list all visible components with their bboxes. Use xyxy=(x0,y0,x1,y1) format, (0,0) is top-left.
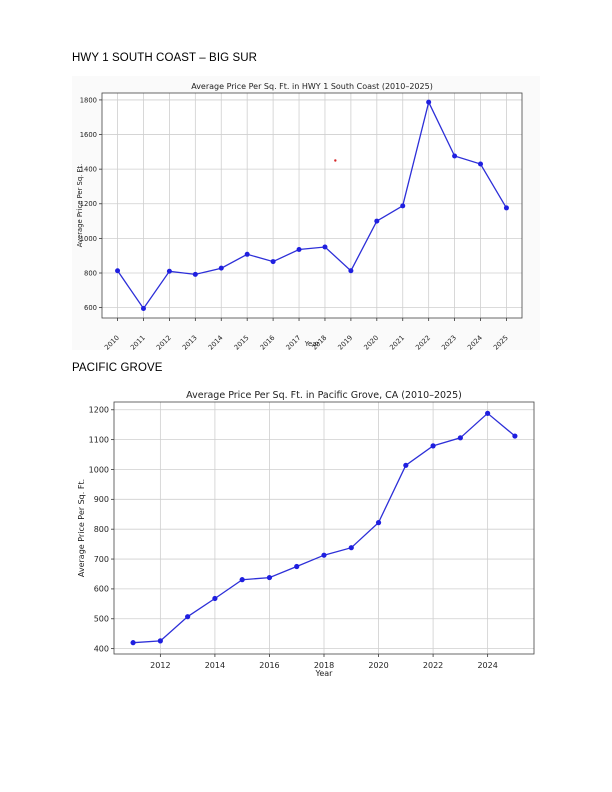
data-point xyxy=(426,99,432,105)
x-tick-label: 2025 xyxy=(492,334,510,350)
data-point xyxy=(140,305,146,311)
y-tick-label: 600 xyxy=(94,585,109,594)
plot-area xyxy=(102,93,522,318)
x-axis-label: Year xyxy=(304,340,320,348)
y-tick-label: 800 xyxy=(94,525,109,534)
chart-pacific-grove: 400 500 600 700 800 900 1000 1100 1200 2012 2014 20… xyxy=(77,390,535,678)
x-tick-label: 2012 xyxy=(150,661,170,670)
section-heading-pacific-grove: PACIFIC GROVE xyxy=(72,362,163,374)
y-tick-label: 1200 xyxy=(80,200,97,208)
x-tick-label: 2015 xyxy=(233,334,251,350)
data-point xyxy=(212,595,218,602)
data-point xyxy=(157,638,163,644)
x-tick-label: 2014 xyxy=(205,661,225,670)
data-point xyxy=(348,268,354,274)
y-axis-label: Average Price Per Sq. Ft. xyxy=(76,164,84,248)
data-point xyxy=(430,443,436,449)
data-point xyxy=(270,259,276,265)
x-tick-label: 2019 xyxy=(336,334,354,350)
data-point xyxy=(452,153,458,159)
y-tick-label: 1600 xyxy=(80,131,97,139)
y-tick-label: 600 xyxy=(84,304,97,312)
x-tick-label: 2013 xyxy=(181,334,199,350)
x-tick-label: 2010 xyxy=(103,334,121,350)
x-tick-label: 2022 xyxy=(423,661,443,670)
stray-marker xyxy=(334,159,337,162)
x-tick-label: 2016 xyxy=(259,334,277,350)
data-point xyxy=(166,268,172,274)
data-point xyxy=(503,205,509,211)
chart-big-sur-container: 600 800 1000 1200 1400 1600 1800 2010 2011 2012 20… xyxy=(72,76,540,352)
x-tick-label: 2024 xyxy=(477,661,497,670)
y-axis-label: Average Price Per Sq. Ft. xyxy=(77,479,86,577)
y-tick-label: 400 xyxy=(94,644,109,653)
data-point xyxy=(239,577,245,583)
data-point xyxy=(321,552,327,558)
data-point xyxy=(185,614,191,620)
data-point xyxy=(478,161,484,167)
data-point xyxy=(244,251,250,257)
data-point xyxy=(512,433,518,439)
plot-frame xyxy=(101,92,523,319)
data-point xyxy=(296,246,302,252)
plot-frame xyxy=(113,401,535,655)
y-tick-label: 1200 xyxy=(89,406,109,415)
x-tick-label: 2020 xyxy=(362,334,380,350)
y-tick-label: 1800 xyxy=(80,96,97,104)
y-tick-label: 700 xyxy=(94,555,109,564)
data-point xyxy=(130,640,136,646)
data-point xyxy=(374,218,380,224)
x-tick-label: 2018 xyxy=(314,661,334,670)
x-tick-label: 2017 xyxy=(285,334,303,350)
data-point xyxy=(322,244,328,250)
series-line xyxy=(117,100,507,310)
x-tick-label: 2011 xyxy=(129,334,147,350)
data-point xyxy=(457,435,463,441)
section-heading-big-sur: HWY 1 SOUTH COAST – BIG SUR xyxy=(72,52,258,64)
data-point xyxy=(403,462,409,468)
data-point xyxy=(115,268,121,274)
y-tick-label: 500 xyxy=(94,615,109,624)
chart-pacific-grove-container: 400 500 600 700 800 900 1000 1100 1200 2012 2014 20… xyxy=(72,384,540,682)
y-tick-label: 1000 xyxy=(89,465,109,474)
chart-big-sur: 600 800 1000 1200 1400 1600 1800 2010 2011 2012 20… xyxy=(76,82,523,352)
y-tick-label: 800 xyxy=(84,269,97,277)
data-point xyxy=(400,203,406,209)
x-tick-label: 2016 xyxy=(259,661,279,670)
y-tick-label: 1000 xyxy=(80,235,97,243)
x-tick-label: 2022 xyxy=(414,334,432,350)
x-axis-label: Year xyxy=(315,669,334,678)
data-point xyxy=(294,563,300,570)
data-point xyxy=(192,271,198,277)
x-tick-label: 2024 xyxy=(466,334,484,350)
chart-title: Average Price Per Sq. Ft. in HWY 1 South… xyxy=(191,82,433,91)
data-point xyxy=(485,410,491,416)
y-tick-label: 1400 xyxy=(80,166,97,174)
chart-title: Average Price Per Sq. Ft. in Pacific Gro… xyxy=(186,390,462,401)
y-tick-label: 1100 xyxy=(89,435,109,444)
data-point xyxy=(348,545,354,551)
data-point xyxy=(218,265,224,271)
x-tick-label: 2012 xyxy=(155,334,173,350)
x-tick-label: 2014 xyxy=(207,334,225,350)
data-point xyxy=(266,574,273,581)
x-tick-label: 2023 xyxy=(440,334,458,350)
y-tick-label: 900 xyxy=(94,495,109,504)
data-point xyxy=(375,520,382,526)
x-tick-label: 2021 xyxy=(388,334,406,350)
x-tick-label: 2020 xyxy=(368,661,388,670)
